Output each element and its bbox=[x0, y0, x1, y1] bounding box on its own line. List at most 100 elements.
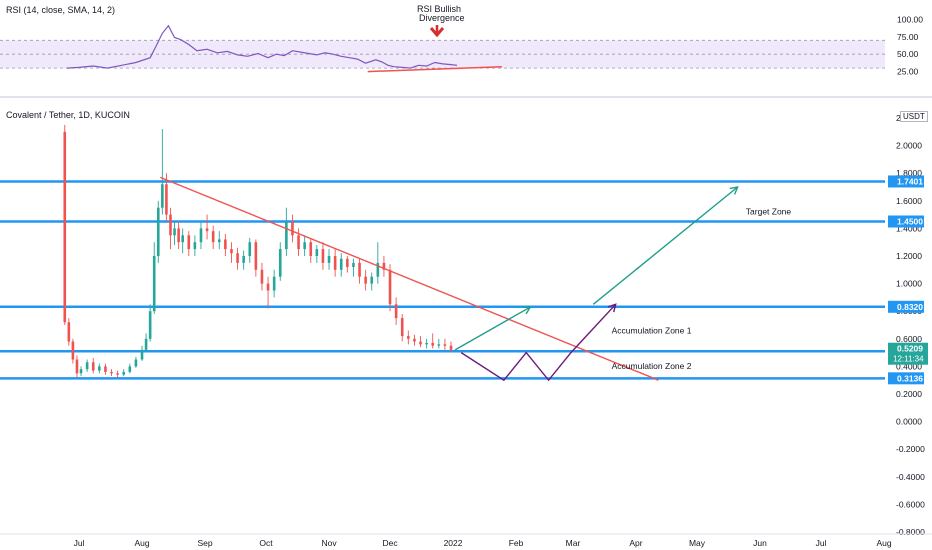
candle[interactable] bbox=[407, 336, 410, 339]
candle[interactable] bbox=[242, 256, 245, 263]
candle[interactable] bbox=[333, 256, 337, 270]
candle[interactable] bbox=[346, 258, 349, 268]
zone-annotation[interactable]: Accumulation Zone 2 bbox=[612, 361, 692, 371]
candle[interactable] bbox=[437, 344, 441, 346]
x-tick[interactable]: Jul bbox=[816, 538, 827, 548]
price-level-label[interactable]: 0.3136 bbox=[897, 373, 923, 383]
candle[interactable] bbox=[358, 262, 361, 277]
candle[interactable] bbox=[272, 276, 276, 291]
rsi-line[interactable] bbox=[66, 24, 458, 69]
candle[interactable] bbox=[177, 228, 180, 243]
rsi-divergence-line[interactable] bbox=[367, 65, 502, 73]
price-level-badge[interactable] bbox=[888, 300, 924, 313]
candle[interactable] bbox=[217, 239, 221, 243]
candle[interactable] bbox=[161, 184, 164, 208]
projection-arrow-green[interactable] bbox=[454, 306, 531, 351]
candle[interactable] bbox=[169, 214, 172, 236]
x-tick[interactable]: Dec bbox=[382, 538, 398, 548]
price-axis[interactable]: 100.0075.0050.0025.002.20002.00001.80001… bbox=[888, 14, 928, 537]
candle[interactable] bbox=[413, 338, 416, 342]
x-tick[interactable]: Mar bbox=[566, 538, 581, 548]
candle[interactable] bbox=[291, 221, 294, 236]
candle[interactable] bbox=[260, 269, 264, 284]
candle[interactable] bbox=[140, 349, 144, 360]
rsi-y-tick[interactable]: 25.00 bbox=[897, 67, 919, 77]
candle[interactable] bbox=[79, 369, 83, 374]
price-y-tick[interactable]: -0.8000 bbox=[896, 527, 925, 537]
x-tick[interactable]: Aug bbox=[876, 538, 891, 548]
candle[interactable] bbox=[388, 269, 392, 305]
x-tick[interactable]: Jun bbox=[753, 538, 767, 548]
candle[interactable] bbox=[181, 235, 184, 243]
candle[interactable] bbox=[425, 342, 428, 345]
candle[interactable] bbox=[321, 249, 325, 263]
price-y-tick[interactable]: 1.0000 bbox=[896, 279, 922, 289]
x-tick[interactable]: Nov bbox=[321, 538, 337, 548]
candle[interactable] bbox=[98, 366, 101, 371]
candle[interactable] bbox=[419, 341, 422, 345]
rsi-pane[interactable] bbox=[0, 24, 885, 73]
candle[interactable] bbox=[382, 262, 386, 270]
candle[interactable] bbox=[110, 371, 113, 374]
candle[interactable] bbox=[303, 242, 306, 250]
candle[interactable] bbox=[315, 249, 319, 256]
rsi-y-tick[interactable]: 50.00 bbox=[897, 49, 919, 59]
candle[interactable] bbox=[352, 262, 355, 268]
candle[interactable] bbox=[394, 304, 398, 319]
price-level-badge[interactable] bbox=[888, 175, 924, 188]
price-level-label[interactable]: 1.4500 bbox=[897, 217, 923, 227]
arrow-head-icon[interactable] bbox=[522, 306, 532, 315]
price-level-label[interactable]: 0.8320 bbox=[897, 302, 923, 312]
price-y-tick[interactable]: 1.4000 bbox=[896, 223, 922, 233]
candle[interactable] bbox=[173, 228, 176, 236]
price-level-label[interactable]: 1.7401 bbox=[897, 176, 923, 186]
candle[interactable] bbox=[443, 344, 447, 346]
trendline[interactable] bbox=[160, 176, 659, 381]
price-level-badge[interactable] bbox=[888, 372, 924, 385]
arrow-head-icon[interactable] bbox=[607, 303, 617, 313]
x-tick[interactable]: Apr bbox=[629, 538, 642, 548]
candle[interactable] bbox=[71, 341, 75, 360]
candle[interactable] bbox=[116, 373, 119, 375]
current-price-label[interactable]: 0.5209 bbox=[897, 344, 923, 354]
arrow-down-icon[interactable] bbox=[429, 27, 445, 38]
candle[interactable] bbox=[248, 242, 252, 256]
candle[interactable] bbox=[193, 242, 197, 250]
price-y-tick[interactable]: 0.4000 bbox=[896, 361, 922, 371]
candle[interactable] bbox=[85, 362, 89, 370]
x-tick[interactable]: Oct bbox=[259, 538, 273, 548]
x-tick[interactable]: Jul bbox=[74, 538, 85, 548]
x-tick[interactable]: Aug bbox=[134, 538, 149, 548]
candle[interactable] bbox=[285, 221, 288, 250]
projection-arrow-target[interactable] bbox=[592, 186, 739, 305]
candle[interactable] bbox=[431, 342, 435, 346]
candle[interactable] bbox=[187, 235, 191, 250]
price-y-tick[interactable]: -0.4000 bbox=[896, 472, 925, 482]
price-y-tick[interactable]: 0.2000 bbox=[896, 389, 922, 399]
candle[interactable] bbox=[224, 239, 227, 250]
candle[interactable] bbox=[327, 256, 331, 263]
x-tick[interactable]: May bbox=[689, 538, 706, 548]
price-y-tick[interactable]: 2.0000 bbox=[896, 141, 922, 151]
candle[interactable] bbox=[297, 235, 300, 250]
candle[interactable] bbox=[104, 366, 107, 372]
zone-annotation[interactable]: Accumulation Zone 1 bbox=[612, 325, 692, 335]
projection-path-purple[interactable] bbox=[460, 303, 617, 382]
arrow-head-icon[interactable] bbox=[729, 186, 739, 195]
candle[interactable] bbox=[67, 322, 71, 342]
candle[interactable] bbox=[63, 131, 67, 323]
candle[interactable] bbox=[278, 249, 282, 277]
price-y-tick[interactable]: 1.6000 bbox=[896, 196, 922, 206]
price-pane[interactable]: Target Zone Accumulation Zone 1 Accumulati… bbox=[0, 124, 885, 382]
price-y-tick[interactable]: 1.8000 bbox=[896, 168, 922, 178]
price-y-tick[interactable]: -0.6000 bbox=[896, 499, 925, 509]
candle[interactable] bbox=[339, 258, 343, 270]
candle[interactable] bbox=[309, 242, 313, 256]
price-y-tick[interactable]: -0.2000 bbox=[896, 444, 925, 454]
candle[interactable] bbox=[122, 371, 126, 375]
candle[interactable] bbox=[266, 283, 270, 291]
bar-countdown[interactable]: 12:11:34 bbox=[893, 355, 924, 364]
candle[interactable] bbox=[449, 345, 453, 350]
price-y-tick[interactable]: 0.0000 bbox=[896, 417, 922, 427]
rsi-y-tick[interactable]: 75.00 bbox=[897, 32, 919, 42]
